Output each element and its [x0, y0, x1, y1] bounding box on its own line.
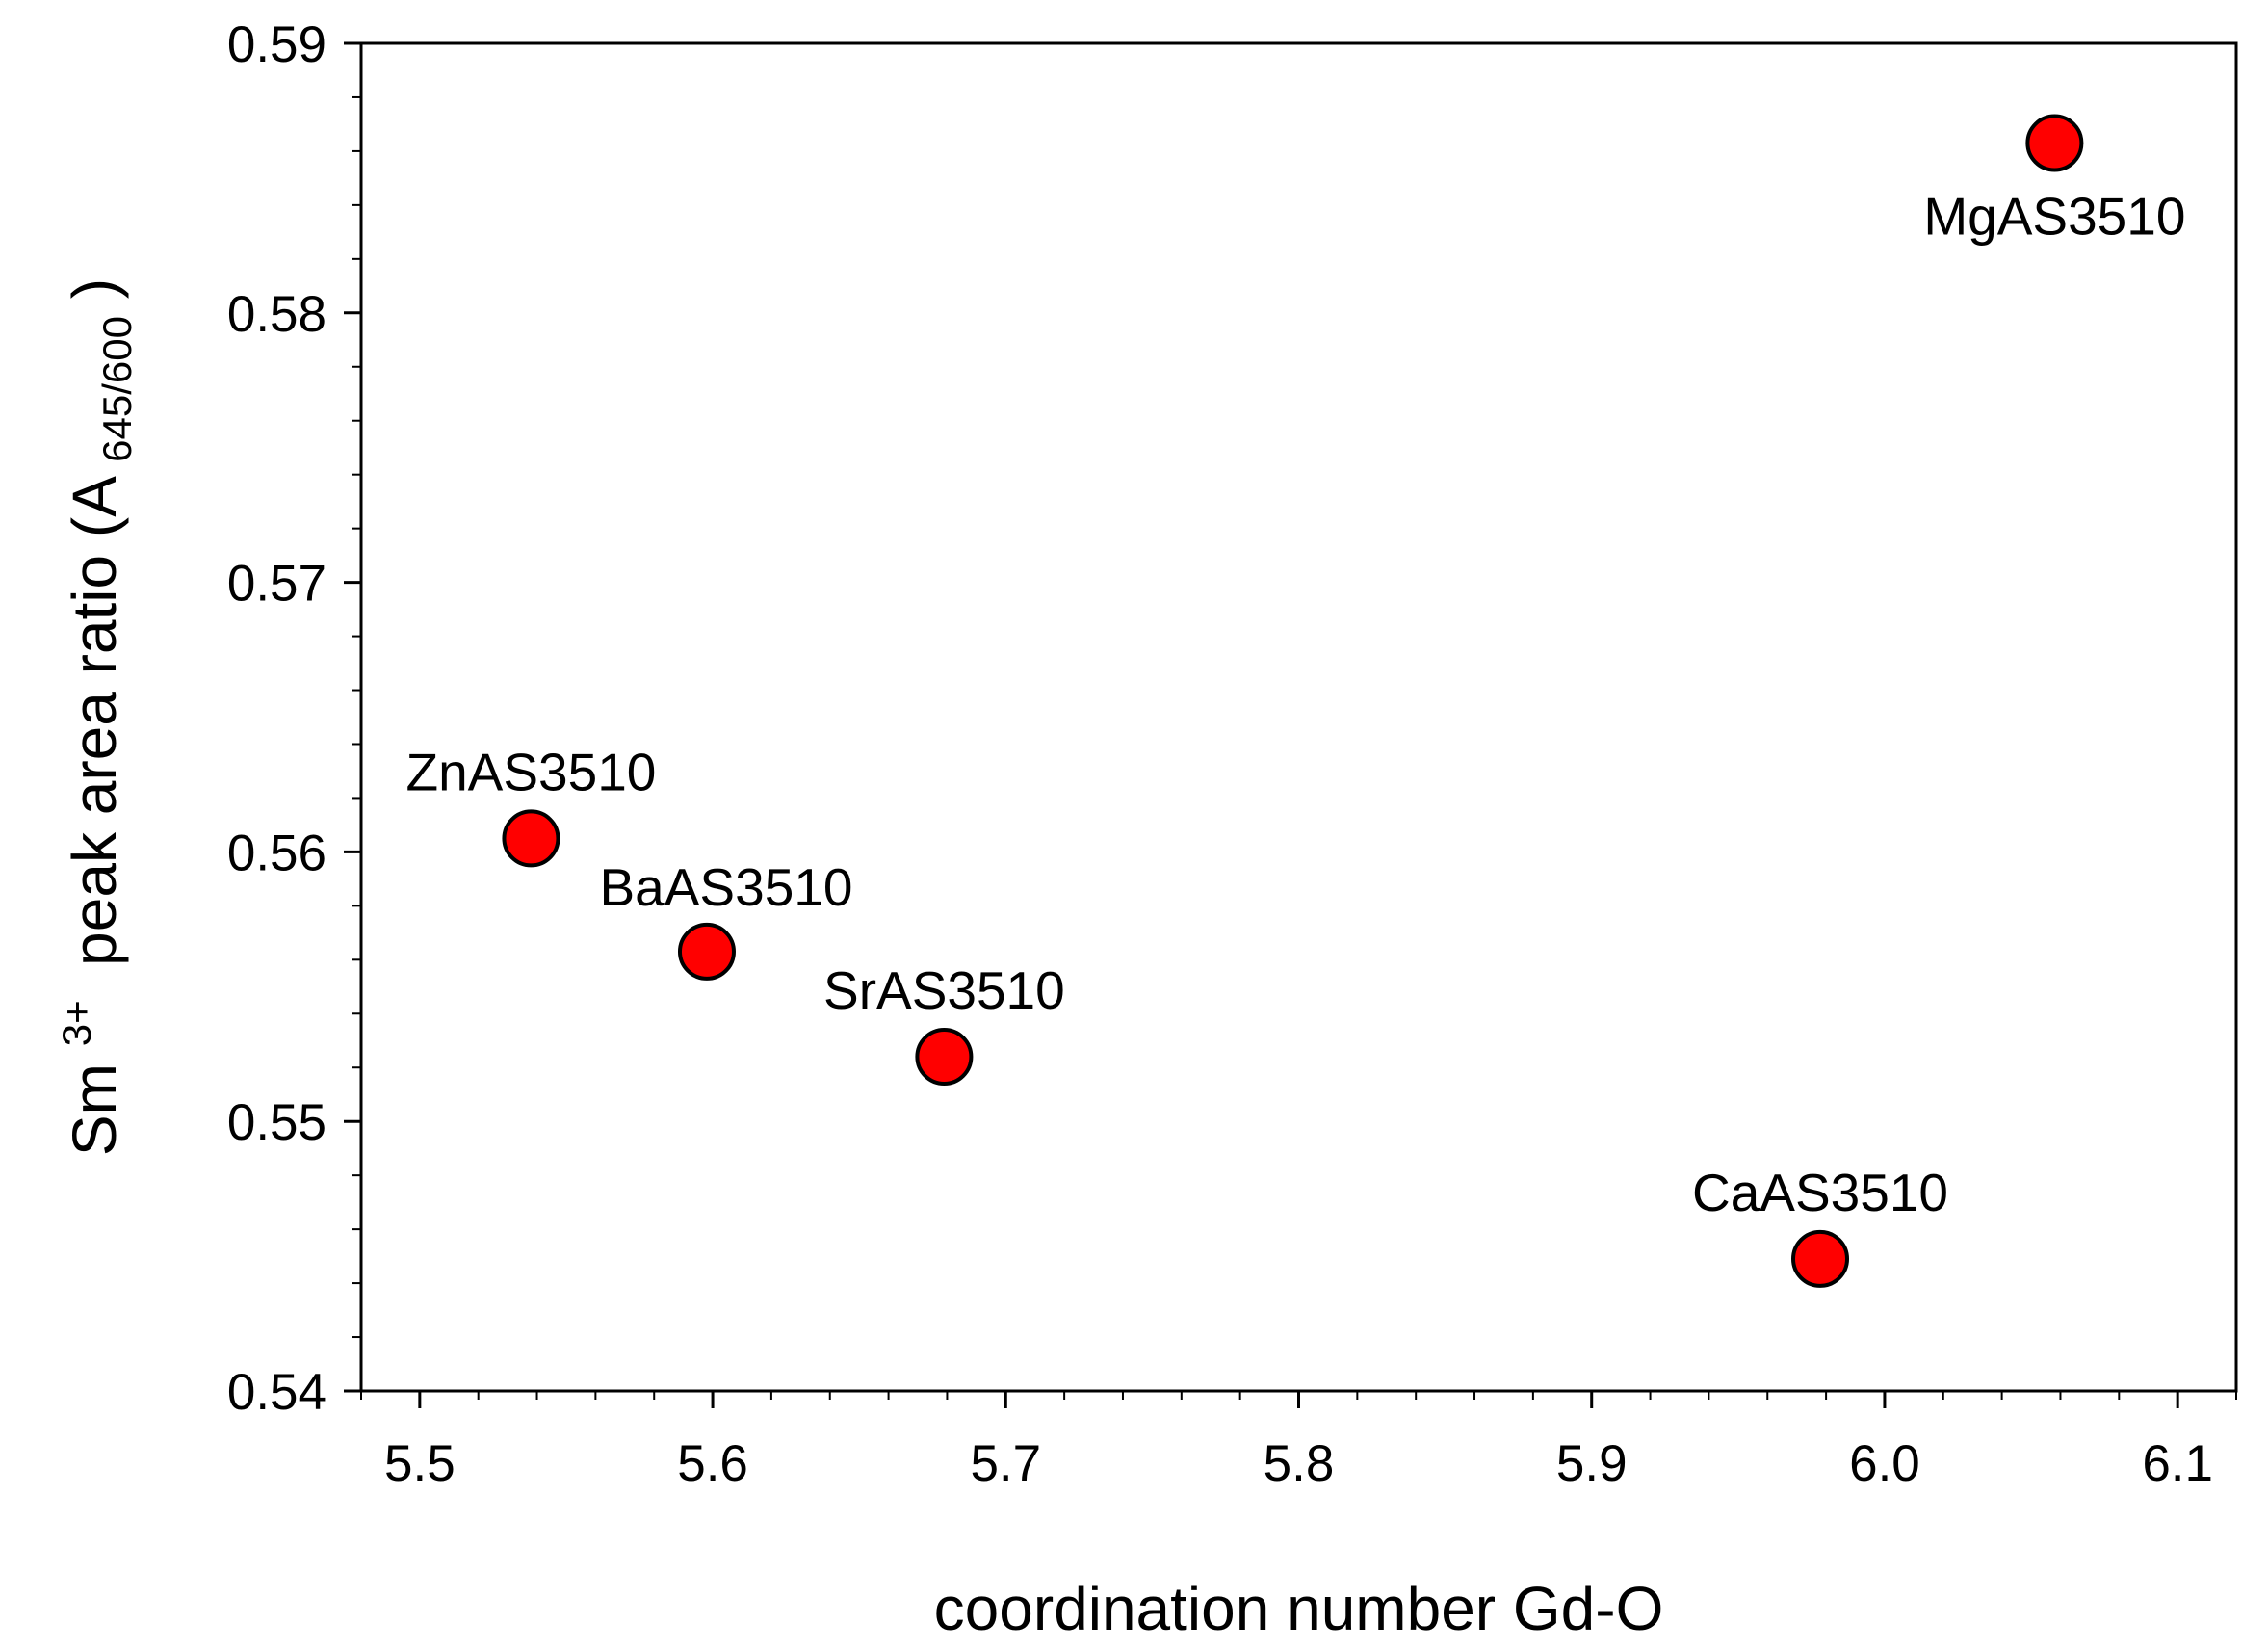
y-tick-label: 0.58	[227, 286, 326, 343]
y-tick-label: 0.57	[227, 556, 326, 613]
x-tick-label: 5.8	[1264, 1435, 1335, 1492]
data-point-label: SrAS3510	[823, 960, 1065, 1020]
x-tick-label: 5.7	[970, 1435, 1041, 1492]
data-points: ZnAS3510 BaAS3510 SrAS3510 CaAS3510 MgAS3510	[405, 114, 2185, 1288]
data-point-label: BaAS3510	[599, 857, 852, 917]
x-axis-title: coordination number Gd-O	[934, 1574, 1664, 1643]
y-axis-title-suffix: )	[60, 278, 129, 299]
data-point-label: ZnAS3510	[405, 742, 656, 801]
axes: 5.5 5.6 5.7 5.8 5.9 6.0 6.1 0.54 0.55 0.56 0.57 0.5…	[227, 16, 2238, 1492]
data-point-label: CaAS3510	[1692, 1163, 1948, 1222]
y-axis-title-middle: peak area ratio (A	[60, 476, 129, 983]
data-point[interactable]	[502, 809, 560, 868]
data-point[interactable]	[1791, 1229, 1850, 1288]
data-point[interactable]	[677, 922, 736, 981]
y-tick-label: 0.55	[227, 1094, 326, 1151]
x-tick-label: 6.1	[2142, 1435, 2213, 1492]
data-point[interactable]	[2025, 114, 2084, 172]
y-axis-title-subscript: 645/600	[94, 316, 140, 462]
x-tick-label: 5.6	[677, 1435, 748, 1492]
x-tick-label: 5.5	[384, 1435, 456, 1492]
y-axis-title: Sm 3+ peak area ratio (A 645/600 )	[35, 278, 144, 1156]
y-tick-label: 0.54	[227, 1364, 326, 1421]
y-axis-title-prefix: Sm	[60, 1063, 129, 1156]
y-tick-label: 0.56	[227, 825, 326, 881]
data-point-label: MgAS3510	[1923, 187, 2185, 247]
x-tick-label: 6.0	[1849, 1435, 1920, 1492]
axis-labels: coordination number Gd-O Sm 3+ peak area…	[35, 278, 1664, 1643]
x-tick-label: 5.9	[1556, 1435, 1628, 1492]
data-point[interactable]	[915, 1028, 974, 1087]
y-axis-title-superscript: 3+	[54, 1000, 99, 1046]
y-tick-label: 0.59	[227, 16, 326, 73]
